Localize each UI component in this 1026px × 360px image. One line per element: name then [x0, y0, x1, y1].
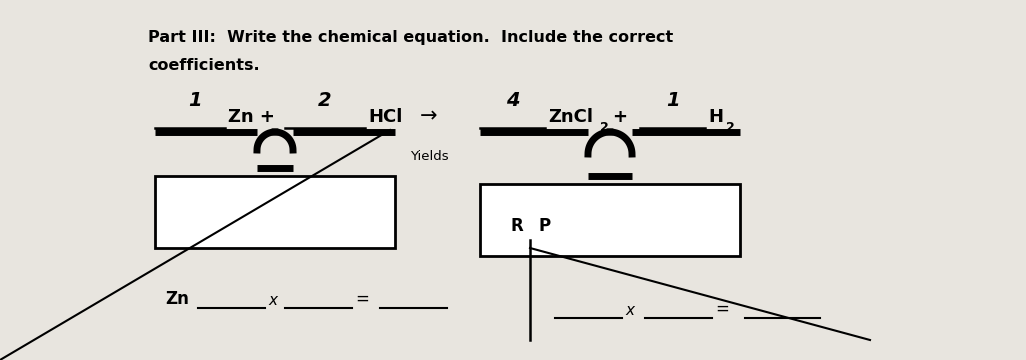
Text: =: =: [355, 290, 369, 308]
Text: 4: 4: [506, 91, 519, 110]
Text: 1: 1: [666, 91, 679, 110]
Text: +: +: [611, 108, 627, 126]
Text: 2: 2: [318, 91, 331, 110]
Text: 1: 1: [188, 91, 202, 110]
Text: →: →: [420, 106, 437, 126]
Text: coefficients.: coefficients.: [148, 58, 260, 73]
Text: =: =: [715, 300, 728, 318]
Text: Part III:  Write the chemical equation.  Include the correct: Part III: Write the chemical equation. I…: [148, 30, 673, 45]
Text: Zn +: Zn +: [228, 108, 275, 126]
Text: Zn: Zn: [165, 290, 189, 308]
Text: 2: 2: [600, 121, 608, 134]
Text: ZnCl: ZnCl: [548, 108, 593, 126]
Text: 2: 2: [726, 121, 735, 134]
Text: x: x: [625, 303, 634, 318]
Bar: [155, 176, 395, 248]
Text: Yields: Yields: [410, 150, 448, 163]
Text: x: x: [268, 293, 277, 308]
Text: P: P: [538, 217, 550, 235]
Text: H: H: [708, 108, 723, 126]
Text: HCl: HCl: [368, 108, 402, 126]
Text: R: R: [510, 217, 523, 235]
Bar: [480, 184, 740, 256]
